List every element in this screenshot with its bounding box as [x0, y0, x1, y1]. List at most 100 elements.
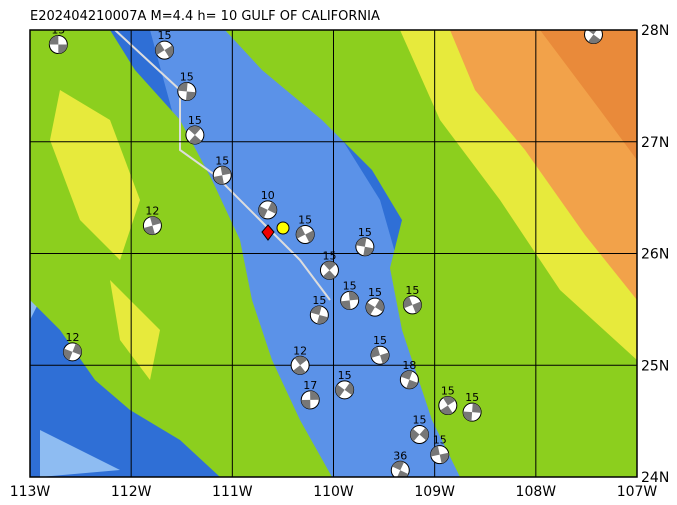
depth-label: 15: [51, 24, 65, 37]
depth-label: 15: [188, 114, 202, 127]
compression: [410, 427, 429, 442]
compression: [365, 299, 384, 315]
depth-label: 15: [433, 434, 447, 447]
focal-mechanism: 15: [335, 369, 355, 400]
frame: [29, 29, 638, 478]
depth-label: 15: [338, 369, 352, 382]
mountains-peak: [540, 30, 637, 160]
compression: [392, 461, 409, 477]
depth-label: 15: [298, 214, 312, 227]
compression: [213, 166, 232, 185]
lat-label: 25N: [641, 358, 669, 374]
focal-mechanism: 15: [155, 29, 175, 60]
focal-mechanism: 15: [370, 334, 390, 365]
compression: [371, 346, 390, 364]
mountains: [450, 30, 637, 300]
events: 15 24 12 12 15 15 15 15 10 15 15 15 15 15 15 15 12 17 15 15…: [48, 13, 603, 477]
title: E202404210007A M=4.4 h= 10 GULF OF CALIF…: [30, 9, 380, 24]
compression: [293, 356, 308, 375]
compression: [155, 42, 174, 58]
depth-label: 15: [215, 154, 229, 167]
depth-label: 12: [65, 331, 79, 344]
depth-label: 36: [393, 449, 407, 462]
basemap: 15 24 12 12 15 15 15 15 10 15 15 15 15 15 15 15 12 17 15 15…: [30, 13, 637, 477]
depth-label: 15: [441, 384, 455, 397]
grid: [30, 30, 637, 477]
compression: [440, 396, 456, 415]
compression: [296, 226, 315, 243]
depth-label: 15: [343, 279, 357, 292]
compression: [310, 305, 329, 324]
lon-label: 107W: [617, 484, 658, 500]
depth-label: 12: [145, 205, 159, 218]
focal-mechanism: 24: [584, 13, 603, 44]
focal-mechanism: 15: [177, 70, 197, 101]
lat-label: 24N: [641, 470, 669, 486]
depth-label: 10: [261, 189, 275, 202]
compression: [188, 126, 202, 145]
baja-high: [50, 90, 160, 380]
lat-label: 26N: [641, 247, 669, 263]
compression: [403, 296, 422, 314]
focal-mechanism: 17: [300, 379, 320, 410]
compression: [335, 382, 354, 398]
depth-label: 15: [405, 284, 419, 297]
focal-mechanism: 15: [309, 294, 329, 325]
focal-mechanism: 10: [258, 189, 278, 220]
compression: [322, 261, 337, 280]
main-event-centroid: [276, 221, 290, 235]
focal-mechanism: 15: [462, 391, 482, 422]
focal-mechanism: 15: [295, 214, 315, 245]
depth-label: 15: [180, 70, 194, 83]
depth-label: 18: [402, 359, 416, 372]
lon-label: 109W: [414, 484, 455, 500]
focal-mechanism: 15: [409, 414, 429, 445]
depth-label: 15: [465, 391, 479, 404]
compression: [430, 445, 449, 464]
compression: [63, 343, 82, 361]
focal-mechanism: 12: [290, 344, 310, 375]
compression: [258, 201, 277, 219]
focal-mechanism: 18: [399, 359, 419, 390]
depth-label: 15: [368, 286, 382, 299]
focal-mechanism: 15: [365, 286, 385, 317]
focal-mechanism: 36: [390, 449, 410, 477]
main-event: [261, 224, 275, 241]
focal-mechanism: 15: [402, 284, 422, 315]
focal-mechanism: 15: [340, 279, 360, 310]
depth-label: 15: [358, 226, 372, 239]
depth-label: 12: [293, 344, 307, 357]
lat-label: 28N: [641, 23, 669, 39]
compression: [400, 370, 418, 389]
compression: [177, 82, 196, 101]
compression: [143, 216, 162, 235]
depth-label: 17: [303, 379, 317, 392]
compression: [301, 390, 320, 409]
compression: [463, 403, 482, 422]
depth-label: 15: [312, 294, 326, 307]
focal-mechanism: 12: [142, 205, 162, 236]
focal-mechanism: 15: [355, 226, 375, 257]
compression: [49, 35, 68, 54]
lon-label: 112W: [111, 484, 152, 500]
focal-mechanism: 15: [48, 24, 68, 55]
focal-mechanism: 15: [185, 114, 205, 145]
lon-label: 113W: [10, 484, 51, 500]
depth-label: 15: [322, 249, 336, 262]
depth-label: 15: [158, 29, 172, 42]
compression: [355, 237, 374, 256]
depth-label: 15: [412, 414, 426, 427]
focal-mechanism: 15: [438, 384, 458, 415]
focal-mechanism: 12: [62, 331, 82, 362]
lon-label: 108W: [516, 484, 557, 500]
lon-label: 110W: [313, 484, 354, 500]
lat-label: 27N: [641, 135, 669, 151]
focal-mechanism: 15: [430, 434, 450, 465]
lon-label: 111W: [212, 484, 253, 500]
depth-label: 15: [373, 334, 387, 347]
focal-mechanism: 15: [212, 154, 232, 185]
depth-label: 24: [586, 13, 600, 26]
compression: [587, 30, 601, 44]
